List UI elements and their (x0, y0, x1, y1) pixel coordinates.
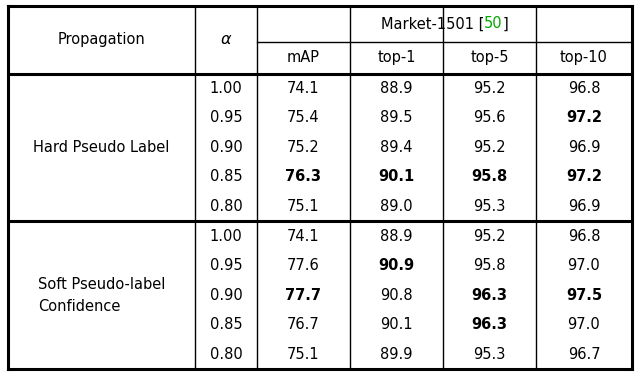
Text: 76.3: 76.3 (285, 170, 321, 184)
Text: 90.1: 90.1 (378, 170, 415, 184)
Text: 95.3: 95.3 (474, 199, 506, 214)
Text: 95.8: 95.8 (472, 170, 508, 184)
Text: 77.7: 77.7 (285, 288, 321, 303)
Text: 96.8: 96.8 (568, 81, 600, 96)
Text: 90.8: 90.8 (380, 288, 413, 303)
Text: 96.9: 96.9 (568, 199, 600, 214)
Text: 97.2: 97.2 (566, 110, 602, 125)
Text: 75.1: 75.1 (287, 347, 320, 362)
Text: 74.1: 74.1 (287, 81, 320, 96)
Text: 0.80: 0.80 (210, 199, 243, 214)
Text: 75.4: 75.4 (287, 110, 320, 125)
Text: 77.6: 77.6 (287, 258, 320, 273)
Text: 0.80: 0.80 (210, 347, 243, 362)
Text: 96.8: 96.8 (568, 228, 600, 243)
Text: 96.3: 96.3 (472, 317, 508, 332)
Text: 75.1: 75.1 (287, 199, 320, 214)
Text: 0.85: 0.85 (210, 317, 243, 332)
Text: 89.5: 89.5 (380, 110, 413, 125)
Text: mAP: mAP (287, 50, 320, 65)
Text: $\alpha$: $\alpha$ (220, 32, 232, 47)
Text: 0.90: 0.90 (210, 140, 243, 155)
Text: 97.5: 97.5 (566, 288, 602, 303)
Text: 89.0: 89.0 (380, 199, 413, 214)
Text: 0.90: 0.90 (210, 288, 243, 303)
Text: 95.3: 95.3 (474, 347, 506, 362)
Text: top-5: top-5 (470, 50, 509, 65)
Text: Propagation: Propagation (58, 32, 145, 47)
Text: 0.85: 0.85 (210, 170, 243, 184)
Text: 89.4: 89.4 (380, 140, 413, 155)
Text: top-1: top-1 (377, 50, 416, 65)
Text: Market-1501 [: Market-1501 [ (381, 16, 484, 32)
Text: 96.3: 96.3 (472, 288, 508, 303)
Text: 96.9: 96.9 (568, 140, 600, 155)
Text: 95.2: 95.2 (473, 140, 506, 155)
Text: 1.00: 1.00 (210, 228, 243, 243)
Text: 95.2: 95.2 (473, 228, 506, 243)
Text: 50: 50 (484, 16, 502, 32)
Text: 88.9: 88.9 (380, 81, 413, 96)
Text: 95.6: 95.6 (473, 110, 506, 125)
Text: 90.9: 90.9 (378, 258, 415, 273)
Text: Soft Pseudo-label
Confidence: Soft Pseudo-label Confidence (38, 276, 165, 314)
Text: ]: ] (502, 16, 508, 32)
Text: 76.7: 76.7 (287, 317, 320, 332)
Text: 97.2: 97.2 (566, 170, 602, 184)
Text: 97.0: 97.0 (568, 317, 600, 332)
Text: 95.2: 95.2 (473, 81, 506, 96)
Text: 1.00: 1.00 (210, 81, 243, 96)
Text: 0.95: 0.95 (210, 258, 243, 273)
Text: 89.9: 89.9 (380, 347, 413, 362)
Text: 95.8: 95.8 (473, 258, 506, 273)
Text: 88.9: 88.9 (380, 228, 413, 243)
Text: 75.2: 75.2 (287, 140, 320, 155)
Text: 97.0: 97.0 (568, 258, 600, 273)
Text: 90.1: 90.1 (380, 317, 413, 332)
Text: 74.1: 74.1 (287, 228, 320, 243)
Text: top-10: top-10 (560, 50, 608, 65)
Text: 96.7: 96.7 (568, 347, 600, 362)
Text: 0.95: 0.95 (210, 110, 243, 125)
Text: Hard Pseudo Label: Hard Pseudo Label (33, 140, 170, 155)
